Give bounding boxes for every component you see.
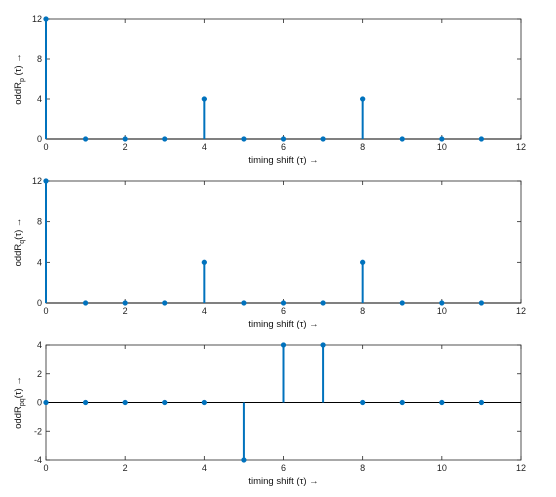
stem-marker (241, 300, 247, 306)
stem-marker (122, 399, 128, 406)
x-axis-label: timing shift (τ) → (248, 155, 318, 166)
y-axis-label-subscript: q (19, 240, 26, 244)
stem-marker (320, 136, 326, 142)
stem-marker (201, 259, 207, 265)
y-tick-label: 12 (32, 14, 42, 24)
stem-marker (122, 300, 128, 306)
x-tick-label: 6 (281, 463, 286, 473)
y-axis-label: oddRpq(τ) → (13, 376, 26, 429)
y-tick-label: 0 (37, 398, 42, 408)
y-tick-label: 4 (37, 257, 42, 267)
stem-marker (478, 300, 485, 306)
stem-marker (399, 300, 405, 306)
panel-autocorrelation-p: 0 2 4 6 8 10 12 0 4 8 12 timing shift (τ) → oddRp (τ… (13, 14, 526, 166)
y-axis-label-subscript: p (19, 78, 26, 82)
stem-marker (320, 300, 326, 306)
y-tick-label: -4 (34, 455, 42, 465)
x-tick-label: 8 (360, 306, 365, 316)
stem-marker (439, 399, 445, 406)
y-tick-label: 8 (37, 217, 42, 227)
stem-marker (360, 259, 366, 265)
stem-marker (241, 457, 247, 463)
y-tick-label: -2 (34, 426, 42, 436)
stem-marker (280, 342, 287, 348)
stem-marker (360, 96, 366, 102)
stem-marker (82, 136, 89, 142)
x-tick-label: 2 (123, 463, 128, 473)
stem-marker (439, 300, 445, 306)
y-tick-label: 2 (37, 369, 42, 379)
stem-marker (280, 300, 287, 306)
stem-marker (43, 16, 49, 22)
y-axis-label-main: oddR (13, 406, 24, 429)
y-axis-label-tail: (τ) → (13, 218, 24, 240)
panel-crosscorrelation-pq: 0 2 4 6 8 10 12 -4 -2 0 2 4 timing shift (τ) → oddRpq… (13, 340, 526, 487)
stem-marker (43, 178, 49, 184)
stem-marker (122, 136, 128, 142)
stem-marker (241, 136, 247, 142)
y-axis-label: oddRp (τ) → (13, 53, 26, 104)
stem-marker (399, 399, 405, 406)
stem-marker (162, 300, 168, 306)
stem-marker (43, 399, 49, 406)
x-tick-label: 10 (437, 306, 447, 316)
plot-area-frame (45, 18, 522, 140)
x-tick-label: 12 (516, 463, 526, 473)
y-tick-label: 0 (37, 134, 42, 144)
x-tick-label: 2 (123, 142, 128, 152)
x-tick-label: 0 (43, 142, 48, 152)
stem-marker (82, 300, 89, 306)
panel-autocorrelation-q: 0 2 4 6 8 10 12 0 4 8 12 timing shift (τ) → oddRq(τ)… (13, 176, 526, 330)
stem-marker (399, 136, 405, 142)
stem-marker (162, 399, 168, 406)
x-tick-label: 10 (437, 463, 447, 473)
x-axis-label: timing shift (τ) → (248, 476, 318, 487)
stem-marker (280, 136, 287, 142)
stem-marker (478, 399, 485, 406)
x-tick-label: 4 (202, 463, 207, 473)
stem-marker (201, 399, 207, 406)
x-tick-label: 8 (360, 463, 365, 473)
y-axis-label-main: oddR (13, 244, 24, 267)
x-tick-label: 6 (281, 306, 286, 316)
x-tick-label: 12 (516, 306, 526, 316)
x-tick-label: 10 (437, 142, 447, 152)
x-axis-label: timing shift (τ) → (248, 319, 318, 330)
x-tick-label: 8 (360, 142, 365, 152)
plot-area-frame (45, 180, 522, 304)
y-tick-label: 4 (37, 340, 42, 350)
x-tick-label: 6 (281, 142, 286, 152)
y-tick-label: 0 (37, 298, 42, 308)
y-tick-label: 12 (32, 176, 42, 186)
stem-marker (162, 136, 168, 142)
stem-marker (320, 342, 326, 348)
stem-marker (478, 136, 485, 142)
stem-marker (439, 136, 445, 142)
x-tick-label: 2 (123, 306, 128, 316)
x-tick-label: 12 (516, 142, 526, 152)
y-axis-label-main: oddR (13, 82, 24, 105)
stem-marker (360, 399, 366, 406)
stem-marker (201, 96, 207, 102)
x-tick-label: 4 (202, 306, 207, 316)
x-tick-label: 0 (43, 463, 48, 473)
stem-marker (82, 399, 89, 406)
x-tick-label: 4 (202, 142, 207, 152)
y-axis-label-tail: (τ) → (13, 376, 24, 398)
y-axis-label-subscript: pq (19, 398, 26, 406)
x-tick-label: 0 (43, 306, 48, 316)
y-tick-label: 4 (37, 94, 42, 104)
y-axis-label: oddRq(τ) → (13, 218, 26, 267)
y-tick-label: 8 (37, 54, 42, 64)
y-axis-label-tail: (τ) → (13, 53, 24, 78)
